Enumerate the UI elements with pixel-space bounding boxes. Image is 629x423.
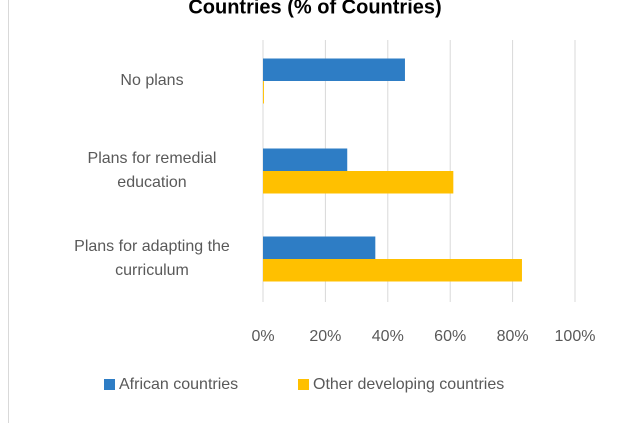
bar — [263, 81, 264, 104]
chart-title: Countries (% of Countries) — [188, 0, 441, 18]
x-tick-label: 20% — [309, 328, 341, 345]
bar — [263, 148, 348, 171]
bar — [263, 236, 376, 259]
bar — [263, 259, 522, 282]
bar — [263, 58, 405, 81]
legend-swatch — [104, 379, 115, 390]
y-tick-label: No plans — [120, 72, 184, 89]
x-tick-label: 60% — [434, 328, 466, 345]
x-tick-label: 0% — [251, 328, 274, 345]
x-tick-label: 80% — [497, 328, 529, 345]
x-tick-label: 40% — [372, 328, 404, 345]
bar — [263, 171, 454, 194]
legend-label: African countries — [119, 376, 238, 393]
legend-swatch — [298, 379, 309, 390]
y-tick-label: Plans for remedial education — [87, 150, 217, 191]
legend-label: Other developing countries — [313, 376, 504, 393]
x-tick-label: 100% — [555, 328, 596, 345]
y-tick-label: Plans for adapting the curriculum — [74, 238, 230, 279]
